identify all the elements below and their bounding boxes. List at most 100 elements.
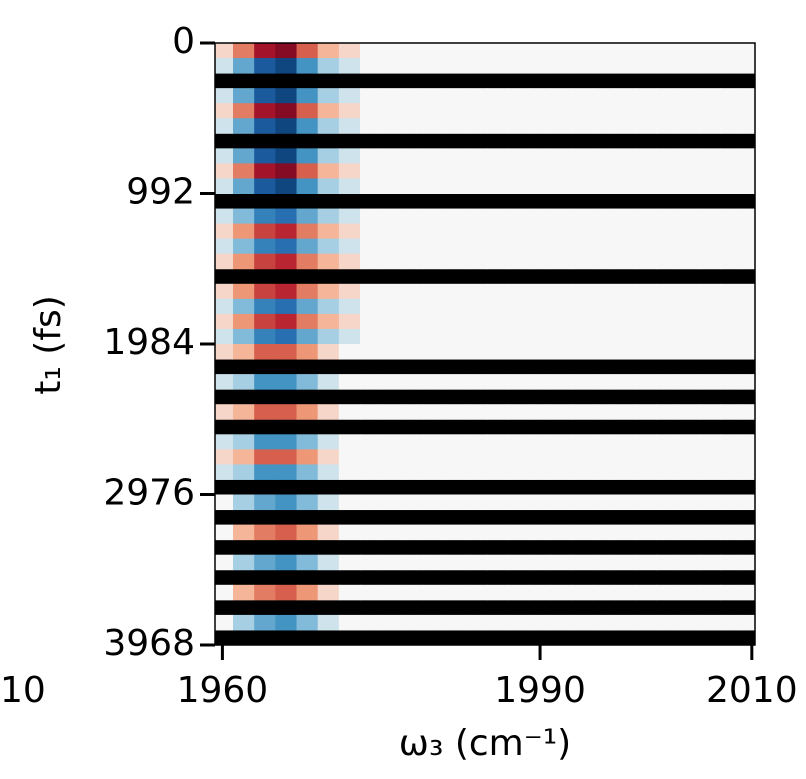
cell: [423, 283, 446, 300]
cell: [338, 103, 361, 119]
cell: [275, 103, 298, 119]
cell: [338, 58, 361, 74]
cell: [233, 554, 255, 571]
cell: [338, 374, 361, 390]
cell: [529, 554, 552, 571]
cell: [508, 163, 530, 179]
cell: [635, 434, 658, 450]
cell: [254, 178, 276, 194]
cell: [338, 283, 361, 300]
cell: [381, 163, 403, 179]
cell: [233, 223, 255, 240]
cell: [360, 118, 382, 134]
cell: [317, 313, 340, 330]
cell: [444, 313, 467, 330]
cell: [571, 58, 594, 74]
cell: [529, 118, 552, 134]
cell: [215, 328, 234, 345]
cell: [317, 464, 340, 480]
cell: [402, 584, 425, 601]
cell: [233, 434, 255, 450]
cell: [741, 88, 755, 104]
cell: [720, 163, 742, 179]
cell: [529, 43, 552, 59]
cell: [571, 434, 594, 450]
cell: [698, 163, 721, 179]
cell: [296, 103, 319, 119]
cell: [465, 88, 488, 104]
cell: [381, 208, 403, 225]
cell: [720, 374, 742, 390]
cell: [487, 554, 509, 571]
cell: [635, 584, 658, 601]
cell: [550, 298, 573, 315]
cell: [423, 163, 446, 179]
cell: [487, 313, 509, 330]
cell: [487, 148, 509, 164]
cell: [275, 494, 298, 511]
cell: [465, 238, 488, 255]
cell: [215, 223, 234, 240]
cell: [529, 238, 552, 255]
cell: [338, 434, 361, 450]
cell: [338, 554, 361, 571]
cell: [656, 404, 679, 420]
cell: [423, 103, 446, 119]
cell: [698, 298, 721, 315]
cell: [275, 238, 298, 255]
cell: [338, 313, 361, 330]
cell: [215, 494, 234, 511]
cell: [656, 238, 679, 255]
cell: [677, 374, 700, 390]
cell: [465, 524, 488, 541]
cell: [720, 584, 742, 601]
cell: [296, 118, 319, 134]
cell: [215, 43, 234, 59]
cell: [296, 298, 319, 315]
cell: [720, 313, 742, 330]
cell: [338, 328, 361, 345]
cell: [338, 118, 361, 134]
cell: [338, 148, 361, 164]
cell: [444, 178, 467, 194]
cell: [275, 554, 298, 571]
cell: [550, 118, 573, 134]
cell: [593, 283, 615, 300]
cell: [360, 554, 382, 571]
cell: [423, 494, 446, 511]
cell: [360, 584, 382, 601]
cell: [233, 313, 255, 330]
cell: [529, 178, 552, 194]
y-tick-label: 2976: [103, 473, 195, 514]
cell: [741, 298, 755, 315]
cell: [614, 103, 636, 119]
cell: [614, 313, 636, 330]
cell: [233, 178, 255, 194]
cell: [444, 404, 467, 420]
cell: [635, 449, 658, 465]
cell: [741, 464, 755, 480]
cell: [656, 328, 679, 345]
cell: [720, 344, 742, 360]
cell: [720, 404, 742, 420]
cell: [529, 464, 552, 480]
cell: [741, 148, 755, 164]
cell: [635, 253, 658, 270]
cell: [423, 208, 446, 225]
cell: [656, 449, 679, 465]
cell: [254, 253, 276, 270]
cell: [656, 464, 679, 480]
cell: [317, 103, 340, 119]
cell: [635, 223, 658, 240]
cell: [508, 118, 530, 134]
cell: [296, 404, 319, 420]
cell: [296, 344, 319, 360]
cell: [402, 58, 425, 74]
cell: [487, 58, 509, 74]
cell: [444, 223, 467, 240]
cell: [635, 524, 658, 541]
cell: [656, 374, 679, 390]
cell: [677, 58, 700, 74]
x-axis-label: ω₃ (cm⁻¹): [399, 723, 571, 764]
cell: [698, 88, 721, 104]
